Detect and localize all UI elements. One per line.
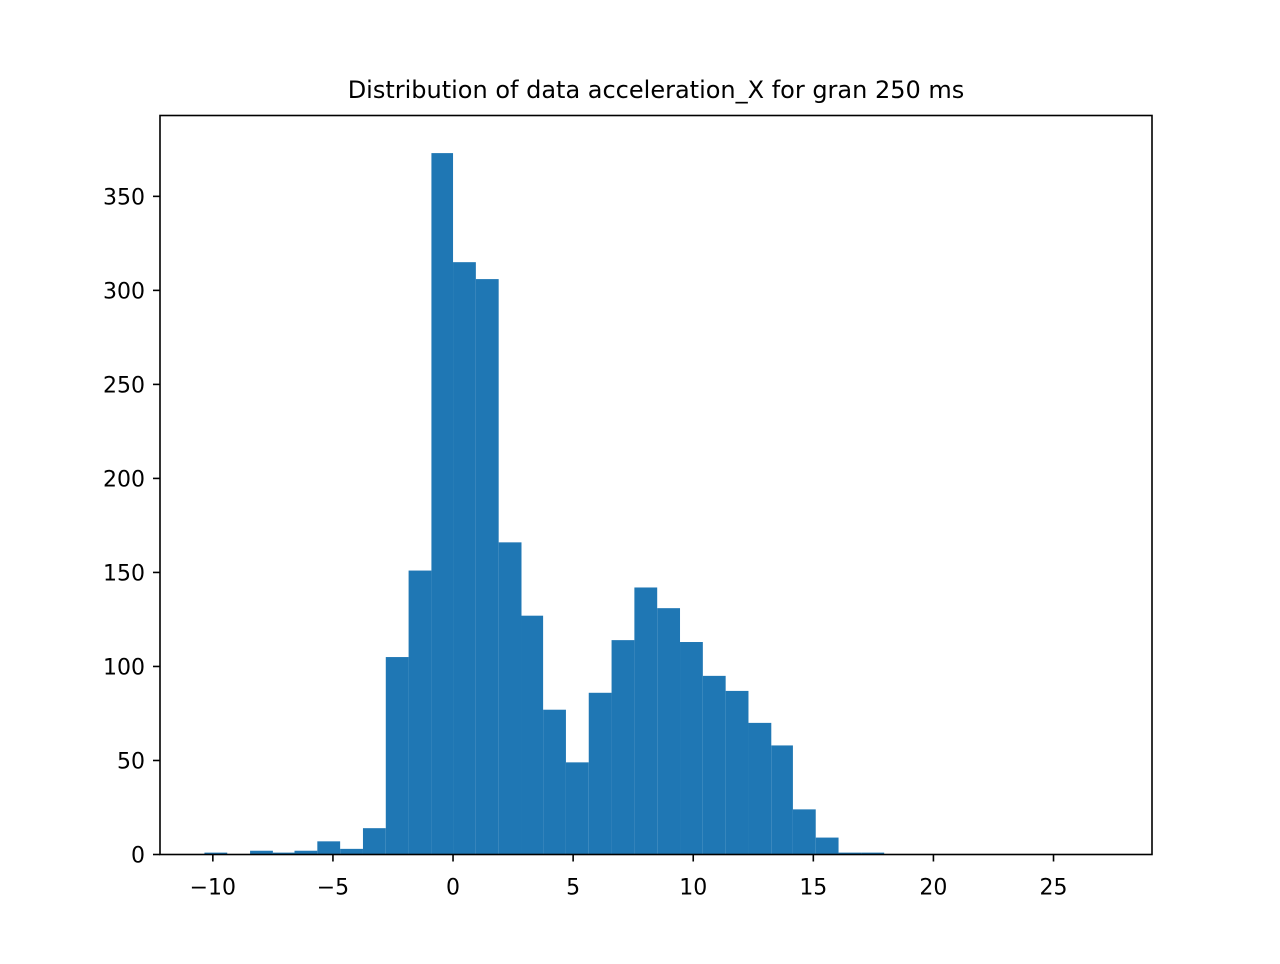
histogram-bar [611, 640, 635, 855]
histogram-bar [771, 745, 793, 855]
x-tick-label: −5 [317, 876, 349, 901]
histogram-bar [588, 692, 612, 855]
histogram-bar [725, 690, 749, 855]
x-axis-ticks: −10 −5 0 5 10 15 20 25 [190, 854, 1068, 901]
histogram-bar [431, 153, 454, 855]
histogram-bar [340, 848, 363, 855]
y-tick-label: 350 [103, 185, 145, 210]
y-tick-label: 200 [103, 467, 145, 492]
x-tick-label: −10 [190, 876, 236, 901]
x-tick-label: 20 [919, 876, 947, 901]
histogram-bar [521, 615, 544, 855]
bars-layer [204, 153, 885, 855]
plot-frame [159, 114, 1153, 856]
y-tick-label: 50 [117, 749, 145, 774]
histogram-bar [543, 709, 566, 855]
y-axis-ticks: 0 50 100 150 200 250 300 350 [103, 185, 160, 869]
histogram-bar [317, 841, 341, 855]
y-tick-label: 100 [103, 655, 145, 680]
histogram-bar [680, 642, 703, 855]
histogram-bar [385, 657, 409, 855]
x-tick-label: 5 [566, 876, 580, 901]
histogram-bar [657, 608, 681, 855]
histogram-bar [565, 762, 589, 855]
y-tick-label: 300 [103, 279, 145, 304]
x-tick-label: 25 [1040, 876, 1068, 901]
histogram-bar [792, 809, 816, 855]
histogram-bar [408, 570, 432, 855]
histogram-bar [861, 852, 885, 855]
y-tick-label: 0 [131, 844, 145, 869]
histogram-bar [362, 828, 386, 855]
histogram-bar [250, 850, 273, 855]
x-tick-label: 0 [446, 876, 460, 901]
histogram-bar [453, 262, 476, 855]
histogram-bar [272, 852, 295, 855]
histogram-bar [838, 852, 862, 855]
histogram-bar [475, 279, 499, 855]
chart-title: Distribution of data acceleration_X for … [348, 76, 965, 104]
y-tick-label: 250 [103, 373, 145, 398]
histogram-bar [498, 542, 522, 855]
histogram-bar [294, 850, 318, 855]
histogram-bar [702, 675, 726, 855]
histogram-bar [815, 837, 839, 855]
histogram-bar [204, 852, 228, 855]
histogram-bar [748, 722, 772, 855]
x-tick-label: 15 [799, 876, 827, 901]
x-tick-label: 10 [679, 876, 707, 901]
histogram-bar [634, 587, 658, 855]
y-tick-label: 150 [103, 561, 145, 586]
